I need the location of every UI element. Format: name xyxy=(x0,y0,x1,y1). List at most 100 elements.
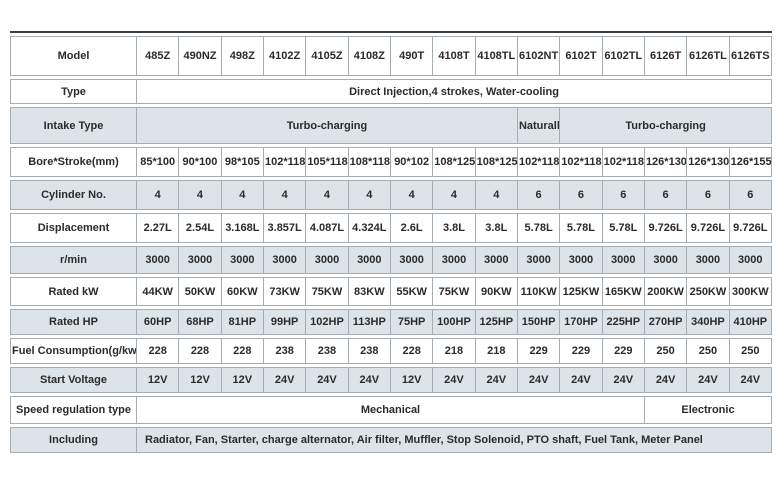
table-row-speed-regulation: Speed regulation type Mechanical Electroni… xyxy=(10,396,772,424)
row-label-rpm: r/min xyxy=(10,246,137,274)
cell-cylinder-no-10: 6 xyxy=(560,180,603,210)
cell-rpm-2: 3000 xyxy=(221,246,264,274)
cell-start-voltage-6: 12V xyxy=(390,367,434,393)
cell-fuel-consumption-14: 250 xyxy=(729,338,772,364)
cell-rated-hp-6: 75HP xyxy=(390,309,434,335)
table-row-cylinder-no: Cylinder No. 4 4 4 4 4 4 4 4 4 6 6 6 6 6 6 xyxy=(10,180,772,210)
cell-cylinder-no-12: 6 xyxy=(644,180,688,210)
cell-bore-stroke-7: 108*125 xyxy=(433,147,476,177)
cell-model-11: 6102TL xyxy=(602,36,645,76)
cell-displacement-14: 9.726L xyxy=(729,213,772,243)
cell-rated-hp-4: 102HP xyxy=(306,309,349,335)
cell-start-voltage-13: 24V xyxy=(687,367,730,393)
cell-cylinder-no-0: 4 xyxy=(137,180,180,210)
cell-model-5: 4108Z xyxy=(348,36,391,76)
cell-rated-kw-9: 110KW xyxy=(517,277,561,306)
cell-displacement-5: 4.324L xyxy=(348,213,391,243)
cell-displacement-9: 5.78L xyxy=(517,213,561,243)
cell-start-voltage-4: 24V xyxy=(306,367,349,393)
cell-cylinder-no-13: 6 xyxy=(687,180,730,210)
cell-fuel-consumption-12: 250 xyxy=(644,338,688,364)
cell-displacement-7: 3.8L xyxy=(433,213,476,243)
cell-fuel-consumption-8: 218 xyxy=(475,338,518,364)
cell-bore-stroke-14: 126*155 xyxy=(729,147,772,177)
cell-cylinder-no-2: 4 xyxy=(221,180,264,210)
row-label-type: Type xyxy=(10,79,137,104)
cell-rated-kw-4: 75KW xyxy=(306,277,349,306)
cell-rpm-11: 3000 xyxy=(602,246,645,274)
cell-model-13: 6126TL xyxy=(687,36,730,76)
cell-start-voltage-8: 24V xyxy=(475,367,518,393)
cell-model-14: 6126TS xyxy=(729,36,772,76)
cell-bore-stroke-10: 102*118 xyxy=(560,147,603,177)
cell-rated-kw-14: 300KW xyxy=(729,277,772,306)
cell-bore-stroke-9: 102*118 xyxy=(517,147,561,177)
cell-cylinder-no-9: 6 xyxy=(517,180,561,210)
cell-rated-hp-3: 99HP xyxy=(263,309,307,335)
cell-rated-hp-0: 60HP xyxy=(137,309,180,335)
row-label-bore-stroke: Bore*Stroke(mm) xyxy=(10,147,137,177)
cell-rated-kw-7: 75KW xyxy=(433,277,476,306)
cell-rated-kw-0: 44KW xyxy=(137,277,180,306)
row-label-rated-hp: Rated HP xyxy=(10,309,137,335)
cell-start-voltage-10: 24V xyxy=(560,367,603,393)
cell-bore-stroke-13: 126*130 xyxy=(687,147,730,177)
cell-fuel-consumption-9: 229 xyxy=(517,338,561,364)
cell-fuel-consumption-7: 218 xyxy=(433,338,476,364)
cell-displacement-8: 3.8L xyxy=(475,213,518,243)
table-row-model: Model 485Z 490NZ 498Z 4102Z 4105Z 4108Z 490T 410… xyxy=(10,36,772,76)
cell-cylinder-no-8: 4 xyxy=(475,180,518,210)
cell-rated-hp-5: 113HP xyxy=(348,309,391,335)
cell-rated-hp-12: 270HP xyxy=(644,309,688,335)
cell-rated-kw-11: 165KW xyxy=(602,277,645,306)
cell-fuel-consumption-0: 228 xyxy=(137,338,180,364)
span-cell-including-0: Radiator, Fan, Starter, charge alternato… xyxy=(137,427,772,453)
row-label-displacement: Displacement xyxy=(10,213,137,243)
cell-rated-kw-6: 55KW xyxy=(390,277,434,306)
cell-rpm-0: 3000 xyxy=(137,246,180,274)
row-label-including: Including xyxy=(10,427,137,453)
cell-rpm-8: 3000 xyxy=(475,246,518,274)
cell-model-10: 6102T xyxy=(560,36,603,76)
spec-table-wrap: Model 485Z 490NZ 498Z 4102Z 4105Z 4108Z 490T 410… xyxy=(10,31,772,456)
cell-rated-kw-1: 50KW xyxy=(179,277,222,306)
cell-start-voltage-7: 24V xyxy=(433,367,476,393)
span-cell-type-0: Direct Injection,4 strokes, Water-coolin… xyxy=(137,79,772,104)
cell-rpm-4: 3000 xyxy=(306,246,349,274)
cell-bore-stroke-3: 102*118 xyxy=(263,147,307,177)
cell-model-9: 6102NT xyxy=(517,36,561,76)
row-label-start-voltage: Start Voltage xyxy=(10,367,137,393)
cell-model-3: 4102Z xyxy=(263,36,307,76)
table-row-rated-kw: Rated kW 44KW 50KW 60KW 73KW 75KW 83KW 55KW 75KW… xyxy=(10,277,772,306)
cell-rated-kw-10: 125KW xyxy=(560,277,603,306)
table-row-type: Type Direct Injection,4 strokes, Water-co… xyxy=(10,79,772,104)
table-row-displacement: Displacement 2.27L 2.54L 3.168L 3.857L 4.087L… xyxy=(10,213,772,243)
cell-rated-hp-8: 125HP xyxy=(475,309,518,335)
cell-fuel-consumption-11: 229 xyxy=(602,338,645,364)
cell-rpm-3: 3000 xyxy=(263,246,307,274)
row-label-model: Model xyxy=(10,36,137,76)
table-row-including: Including Radiator, Fan, Starter, charge … xyxy=(10,427,772,453)
cell-rated-hp-10: 170HP xyxy=(560,309,603,335)
cell-fuel-consumption-4: 238 xyxy=(306,338,349,364)
cell-rpm-6: 3000 xyxy=(390,246,434,274)
cell-displacement-1: 2.54L xyxy=(179,213,222,243)
cell-bore-stroke-6: 90*102 xyxy=(390,147,434,177)
cell-cylinder-no-14: 6 xyxy=(729,180,772,210)
cell-rated-kw-13: 250KW xyxy=(687,277,730,306)
cell-cylinder-no-6: 4 xyxy=(390,180,434,210)
cell-displacement-12: 9.726L xyxy=(644,213,688,243)
cell-model-0: 485Z xyxy=(137,36,180,76)
cell-fuel-consumption-3: 238 xyxy=(263,338,307,364)
cell-start-voltage-5: 24V xyxy=(348,367,391,393)
cell-start-voltage-11: 24V xyxy=(602,367,645,393)
cell-start-voltage-9: 24V xyxy=(517,367,561,393)
span-cell-intake-type-1: Naturally xyxy=(517,107,561,144)
cell-cylinder-no-3: 4 xyxy=(263,180,307,210)
cell-fuel-consumption-1: 228 xyxy=(179,338,222,364)
cell-bore-stroke-11: 102*118 xyxy=(602,147,645,177)
cell-rated-kw-8: 90KW xyxy=(475,277,518,306)
cell-rated-hp-13: 340HP xyxy=(687,309,730,335)
span-cell-intake-type-2: Turbo-charging xyxy=(560,107,772,144)
cell-displacement-4: 4.087L xyxy=(306,213,349,243)
